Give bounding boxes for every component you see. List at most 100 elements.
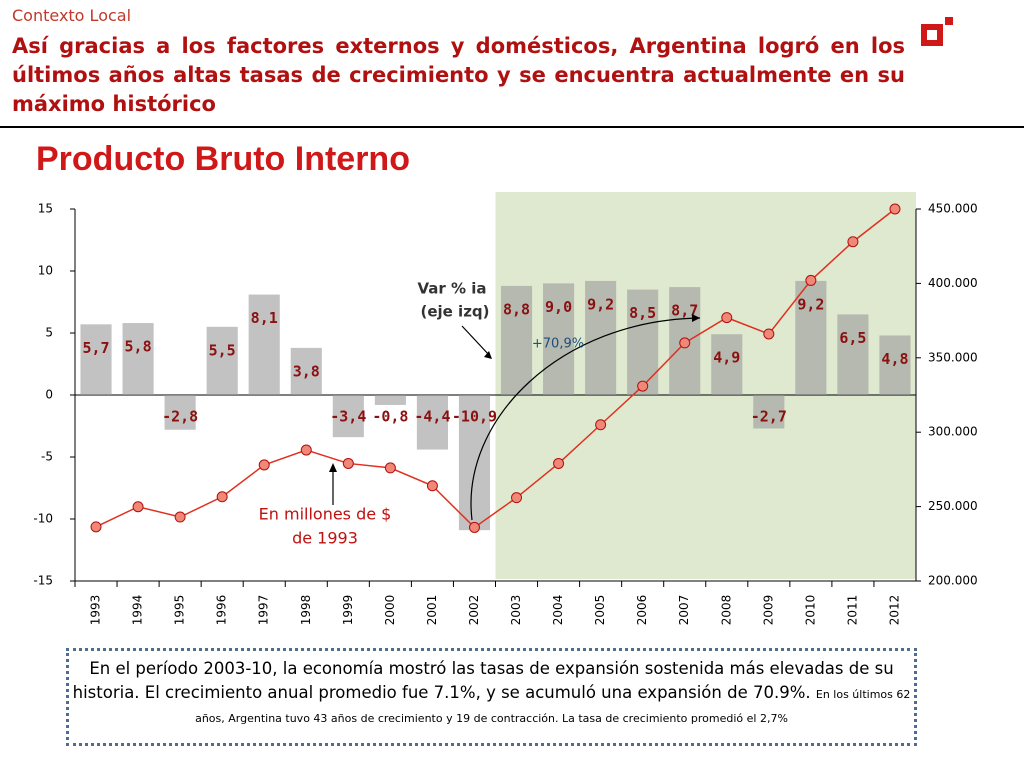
annotation: +70,9% <box>532 337 584 352</box>
chart: 15 10 5 0 -5 -10 -15 450.000 400.000 350.000 300.0… <box>33 192 978 626</box>
x-tick-label: 2002 <box>467 595 481 626</box>
marker <box>132 501 144 513</box>
data-label: 4,9 <box>713 349 740 367</box>
marker <box>216 491 228 503</box>
bar <box>500 285 533 395</box>
data-label: -0,8 <box>372 408 408 426</box>
arrow <box>461 325 491 357</box>
section: Contexto Local <box>12 6 132 25</box>
annotation: En millones de $ <box>259 505 392 524</box>
x-tick-label: 2009 <box>761 595 775 626</box>
logo <box>921 17 953 46</box>
marker <box>426 480 438 492</box>
x-tick-label: 2005 <box>593 595 607 626</box>
x-tick-label: 2003 <box>509 595 523 626</box>
bar <box>879 335 911 395</box>
marker <box>511 492 523 504</box>
y-tick-label: 5 <box>45 326 53 340</box>
data-label: 8,8 <box>503 300 530 318</box>
y2-tick-label: 250.000 <box>928 499 978 513</box>
marker <box>847 236 859 248</box>
data-label: 9,2 <box>587 295 614 313</box>
y-tick-label: 10 <box>38 264 53 278</box>
marker <box>721 312 733 324</box>
data-label: 8,5 <box>629 304 656 322</box>
headline: Así gracias a los factores externos y do… <box>12 34 905 116</box>
marker <box>90 521 102 533</box>
bar <box>122 323 154 395</box>
y2-tick-label: 350.000 <box>928 350 978 364</box>
marker <box>384 462 396 474</box>
data-label: -2,7 <box>751 408 787 426</box>
data-label: 9,2 <box>797 295 824 313</box>
data-label: 3,8 <box>293 362 320 380</box>
y-tick-label: 0 <box>45 388 53 402</box>
bar <box>206 326 238 395</box>
x-tick-label: 1995 <box>173 595 187 626</box>
arrow-head <box>692 314 700 322</box>
bar <box>837 314 869 395</box>
data-label: 5,5 <box>209 341 236 359</box>
arrow <box>470 317 701 521</box>
marker <box>258 459 270 471</box>
x-tick-label: 1999 <box>341 595 355 626</box>
x-tick-label: 2010 <box>803 595 817 626</box>
x-tick-label: 1998 <box>299 595 313 626</box>
bar <box>290 347 322 395</box>
x-tick-label: 2000 <box>383 595 397 626</box>
bar <box>543 283 575 395</box>
note-main: En el período 2003-10, la economía mostr… <box>72 659 894 702</box>
marker <box>805 274 817 286</box>
arrow-head <box>484 351 492 359</box>
x-tick-label: 1997 <box>257 595 271 626</box>
marker <box>763 328 775 340</box>
data-label: -10,9 <box>452 408 497 426</box>
data-label: -2,8 <box>162 408 198 426</box>
note-box: En el período 2003-10, la economía mostr… <box>66 648 917 746</box>
data-label: -3,4 <box>330 408 366 426</box>
y-tick-label: -15 <box>33 574 53 588</box>
line <box>95 208 896 529</box>
x-tick-label: 2012 <box>887 595 901 626</box>
data-label: 9,0 <box>545 298 572 316</box>
marker <box>300 444 312 456</box>
y2-tick-label: 300.000 <box>928 425 978 439</box>
x-tick-label: 2007 <box>677 595 691 626</box>
marker <box>595 419 607 431</box>
bar <box>332 395 364 438</box>
bar <box>248 294 280 395</box>
marker <box>553 457 565 469</box>
marker <box>342 457 354 469</box>
bar <box>458 395 491 531</box>
arrow-head <box>329 463 337 472</box>
annotation: de 1993 <box>292 529 358 548</box>
x-tick-label: 2001 <box>425 595 439 626</box>
data-label: 4,8 <box>881 350 908 368</box>
y2-tick-label: 450.000 <box>928 202 978 216</box>
marker <box>174 511 186 523</box>
rule <box>0 126 1024 128</box>
y2-tick-label: 200.000 <box>928 574 978 588</box>
chart-title: Producto Bruto Interno <box>36 140 410 178</box>
data-label: 5,7 <box>82 339 109 357</box>
bar <box>753 395 785 429</box>
bar <box>80 324 112 395</box>
annotation: Var % ia <box>417 280 486 298</box>
bar <box>627 289 659 395</box>
x-tick-label: 2006 <box>635 595 649 626</box>
note-small: En los últimos 62 años, Argentina tuvo 4… <box>195 688 911 725</box>
y2-tick-label: 400.000 <box>928 276 978 290</box>
y-tick-label: -10 <box>33 512 53 526</box>
x-tick-label: 1996 <box>215 595 229 626</box>
marker <box>889 203 901 215</box>
data-label: 8,1 <box>251 309 278 327</box>
data-label: 5,8 <box>125 338 152 356</box>
x-tick-label: 2011 <box>845 595 859 626</box>
marker <box>468 521 480 533</box>
bar <box>416 395 448 450</box>
y-tick-label: 15 <box>38 202 53 216</box>
bar <box>374 395 406 405</box>
annotation: (eje izq) <box>420 303 489 321</box>
y-tick-label: -5 <box>41 450 53 464</box>
